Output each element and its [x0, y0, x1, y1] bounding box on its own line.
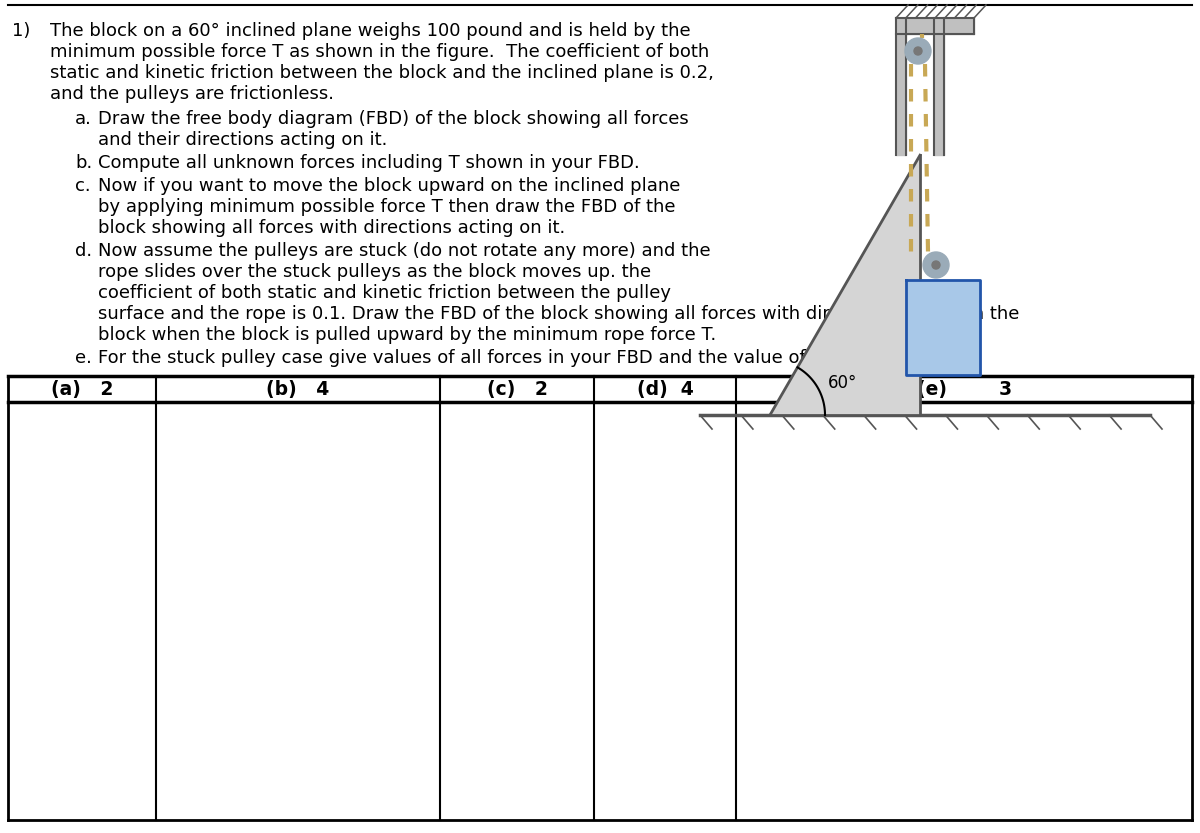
- Text: a.: a.: [74, 110, 92, 128]
- Polygon shape: [896, 18, 974, 34]
- Text: The block on a 60° inclined plane weighs 100 pound and is held by the: The block on a 60° inclined plane weighs…: [50, 22, 691, 40]
- Text: surface and the rope is 0.1. Draw the FBD of the block showing all forces with d: surface and the rope is 0.1. Draw the FB…: [98, 305, 1019, 323]
- Text: e.: e.: [74, 349, 92, 367]
- Text: (c)   2: (c) 2: [487, 380, 547, 398]
- Text: 60°: 60°: [828, 374, 857, 392]
- Text: rope slides over the stuck pulleys as the block moves up. the: rope slides over the stuck pulleys as th…: [98, 263, 652, 281]
- Polygon shape: [906, 280, 980, 375]
- Text: Draw the free body diagram (FBD) of the block showing all forces: Draw the free body diagram (FBD) of the …: [98, 110, 689, 128]
- Circle shape: [932, 261, 940, 269]
- Text: Now if you want to move the block upward on the inclined plane: Now if you want to move the block upward…: [98, 177, 680, 195]
- Text: c.: c.: [74, 177, 91, 195]
- Circle shape: [923, 252, 949, 278]
- Text: block showing all forces with directions acting on it.: block showing all forces with directions…: [98, 219, 565, 237]
- Text: and their directions acting on it.: and their directions acting on it.: [98, 131, 388, 149]
- Polygon shape: [770, 155, 920, 415]
- Circle shape: [914, 47, 922, 55]
- Text: coefficient of both static and kinetic friction between the pulley: coefficient of both static and kinetic f…: [98, 284, 671, 302]
- Text: and the pulleys are frictionless.: and the pulleys are frictionless.: [50, 85, 334, 103]
- Polygon shape: [896, 18, 906, 155]
- Text: 1): 1): [12, 22, 30, 40]
- Text: (a)   2: (a) 2: [50, 380, 113, 398]
- Polygon shape: [934, 18, 944, 155]
- Text: minimum possible force T as shown in the figure.  The coefficient of both: minimum possible force T as shown in the…: [50, 43, 709, 61]
- Text: d.: d.: [74, 242, 92, 260]
- Text: b.: b.: [74, 154, 92, 172]
- Text: (d)  4: (d) 4: [637, 380, 694, 398]
- Text: Compute all unknown forces including T shown in your FBD.: Compute all unknown forces including T s…: [98, 154, 640, 172]
- Text: (e)        3: (e) 3: [917, 380, 1012, 398]
- Text: block when the block is pulled upward by the minimum rope force T.: block when the block is pulled upward by…: [98, 326, 716, 344]
- Text: by applying minimum possible force T then draw the FBD of the: by applying minimum possible force T the…: [98, 198, 676, 216]
- Text: For the stuck pulley case give values of all forces in your FBD and the value of: For the stuck pulley case give values of…: [98, 349, 827, 367]
- Text: Now assume the pulleys are stuck (do not rotate any more) and the: Now assume the pulleys are stuck (do not…: [98, 242, 710, 260]
- Text: static and kinetic friction between the block and the inclined plane is 0.2,: static and kinetic friction between the …: [50, 64, 714, 82]
- Circle shape: [905, 38, 931, 64]
- Text: (b)   4: (b) 4: [266, 380, 330, 398]
